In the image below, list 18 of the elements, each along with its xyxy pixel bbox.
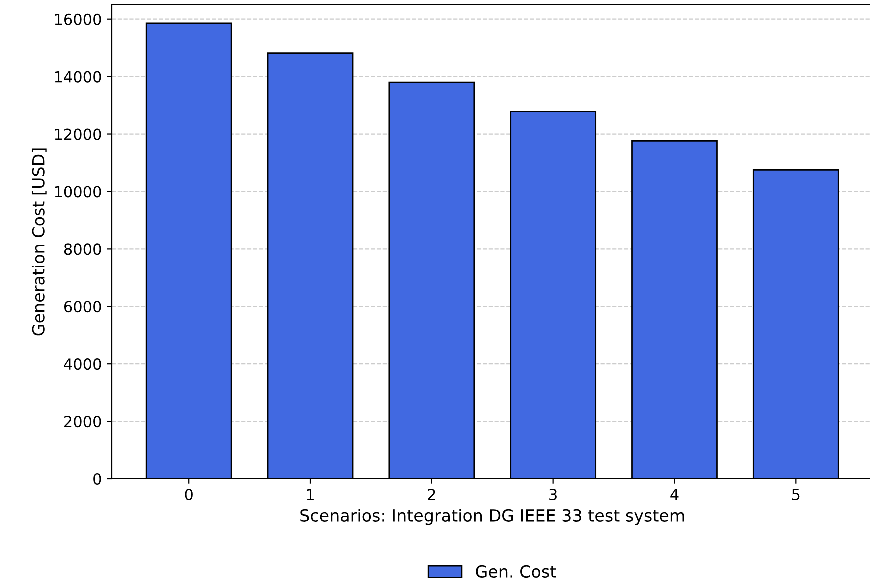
y-tick-label: 0 [94, 473, 102, 486]
y-tick-label: 6000 [64, 301, 102, 313]
y-tick-label: 8000 [64, 244, 102, 256]
x-tick-label: 2 [428, 488, 436, 500]
y-axis-title: Generation Cost [USD] [32, 148, 47, 336]
x-tick-label: 5 [792, 489, 800, 501]
y-tick-label: 2000 [64, 416, 102, 428]
y-tick-label: 14000 [55, 71, 102, 83]
y-tick-label: 16000 [55, 14, 102, 26]
y-tick-label: 10000 [55, 186, 102, 198]
y-tick-label: 12000 [55, 128, 102, 140]
x-tick-label: 4 [670, 489, 679, 500]
x-tick-label: 1 [307, 489, 314, 500]
y-tick-label: 4000 [64, 358, 102, 370]
x-axis-title: Scenarios: Integration DG IEEE 33 test system [300, 509, 684, 526]
x-tick-label: 0 [185, 488, 193, 501]
legend-label: Gen. Cost [476, 565, 556, 578]
x-tick-label: 3 [550, 488, 557, 501]
